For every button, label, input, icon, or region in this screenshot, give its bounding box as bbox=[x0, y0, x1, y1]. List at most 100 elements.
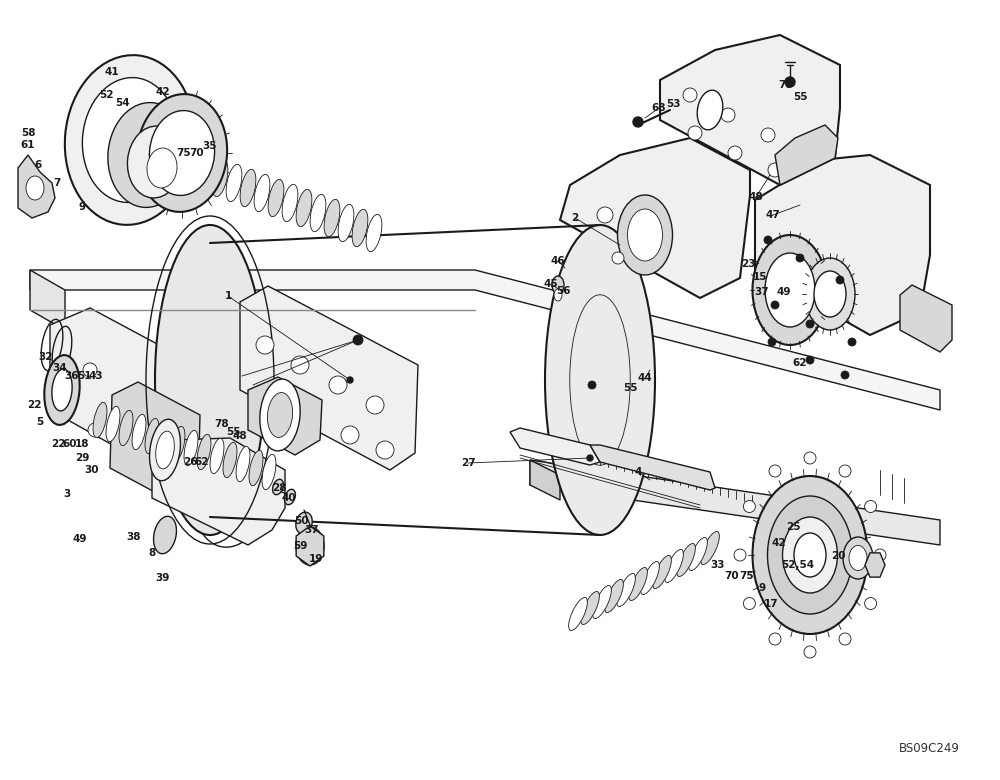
Text: 60: 60 bbox=[63, 439, 77, 449]
Text: 33: 33 bbox=[711, 560, 725, 570]
Circle shape bbox=[865, 597, 877, 609]
Text: 19: 19 bbox=[309, 554, 323, 564]
Ellipse shape bbox=[697, 90, 723, 129]
Circle shape bbox=[841, 371, 849, 379]
Text: 62: 62 bbox=[793, 358, 807, 368]
Ellipse shape bbox=[593, 586, 611, 619]
Ellipse shape bbox=[52, 369, 72, 411]
Circle shape bbox=[347, 377, 353, 383]
Circle shape bbox=[728, 146, 742, 160]
Ellipse shape bbox=[119, 410, 133, 445]
Ellipse shape bbox=[629, 568, 647, 601]
Text: 37: 37 bbox=[755, 287, 769, 297]
Ellipse shape bbox=[268, 179, 284, 217]
Polygon shape bbox=[530, 460, 560, 500]
Text: 1: 1 bbox=[224, 291, 232, 301]
Ellipse shape bbox=[310, 194, 326, 232]
Polygon shape bbox=[296, 526, 324, 566]
Text: 8: 8 bbox=[148, 548, 156, 558]
Text: 39: 39 bbox=[155, 573, 169, 583]
Ellipse shape bbox=[843, 537, 873, 579]
Text: 49: 49 bbox=[777, 287, 791, 297]
Circle shape bbox=[771, 301, 779, 309]
Text: 55: 55 bbox=[226, 427, 240, 437]
Polygon shape bbox=[560, 138, 750, 298]
Ellipse shape bbox=[65, 55, 195, 225]
Ellipse shape bbox=[581, 591, 599, 625]
Polygon shape bbox=[30, 270, 940, 410]
Circle shape bbox=[839, 465, 851, 477]
Ellipse shape bbox=[155, 225, 265, 535]
Circle shape bbox=[804, 452, 816, 464]
Circle shape bbox=[168, 413, 182, 427]
Text: 70: 70 bbox=[190, 148, 204, 158]
Circle shape bbox=[743, 501, 755, 512]
Text: 53: 53 bbox=[666, 99, 680, 109]
Text: 6: 6 bbox=[34, 160, 42, 170]
Ellipse shape bbox=[545, 225, 655, 535]
Polygon shape bbox=[530, 460, 940, 545]
Circle shape bbox=[83, 363, 97, 377]
Ellipse shape bbox=[106, 406, 120, 441]
Text: 5: 5 bbox=[36, 417, 44, 427]
Polygon shape bbox=[900, 285, 952, 352]
Text: 23: 23 bbox=[741, 259, 755, 269]
Ellipse shape bbox=[768, 496, 852, 614]
Circle shape bbox=[874, 549, 886, 561]
Ellipse shape bbox=[641, 562, 659, 594]
Text: 38: 38 bbox=[127, 532, 141, 542]
Text: 70: 70 bbox=[725, 571, 739, 581]
Ellipse shape bbox=[108, 103, 188, 207]
Ellipse shape bbox=[156, 431, 174, 469]
Circle shape bbox=[256, 336, 274, 354]
Text: 62: 62 bbox=[195, 457, 209, 467]
Text: 27: 27 bbox=[461, 458, 475, 468]
Circle shape bbox=[761, 128, 775, 142]
Text: 9: 9 bbox=[758, 583, 766, 593]
Text: 46: 46 bbox=[551, 256, 565, 266]
Text: 44: 44 bbox=[638, 373, 652, 383]
Text: 51: 51 bbox=[77, 371, 91, 381]
Ellipse shape bbox=[171, 427, 185, 462]
Text: 52: 52 bbox=[99, 90, 113, 100]
Ellipse shape bbox=[628, 209, 662, 261]
Ellipse shape bbox=[753, 235, 828, 345]
Polygon shape bbox=[755, 155, 930, 335]
Ellipse shape bbox=[794, 533, 826, 577]
Ellipse shape bbox=[212, 159, 228, 197]
Text: 58: 58 bbox=[21, 128, 35, 138]
Circle shape bbox=[734, 549, 746, 561]
Ellipse shape bbox=[197, 434, 211, 470]
Ellipse shape bbox=[765, 253, 815, 327]
Ellipse shape bbox=[805, 258, 855, 330]
Polygon shape bbox=[865, 553, 885, 577]
Circle shape bbox=[764, 236, 772, 244]
Ellipse shape bbox=[147, 148, 177, 188]
Ellipse shape bbox=[226, 165, 242, 202]
Text: 3: 3 bbox=[63, 489, 71, 499]
Text: 4: 4 bbox=[634, 467, 642, 477]
Circle shape bbox=[133, 391, 147, 405]
Ellipse shape bbox=[236, 446, 250, 482]
Polygon shape bbox=[110, 382, 200, 503]
Polygon shape bbox=[248, 377, 322, 455]
Polygon shape bbox=[152, 438, 285, 545]
Text: 20: 20 bbox=[831, 551, 845, 561]
Ellipse shape bbox=[44, 355, 80, 425]
Ellipse shape bbox=[145, 418, 159, 454]
Circle shape bbox=[366, 396, 384, 414]
Circle shape bbox=[612, 252, 624, 264]
Ellipse shape bbox=[782, 517, 838, 593]
Ellipse shape bbox=[296, 512, 312, 534]
Polygon shape bbox=[510, 428, 600, 465]
Text: 17: 17 bbox=[764, 599, 778, 609]
Ellipse shape bbox=[753, 476, 868, 634]
Ellipse shape bbox=[158, 422, 172, 458]
Circle shape bbox=[263, 386, 281, 404]
Ellipse shape bbox=[324, 200, 340, 236]
Text: 36: 36 bbox=[65, 371, 79, 381]
Ellipse shape bbox=[285, 489, 295, 505]
Text: 22: 22 bbox=[27, 400, 41, 410]
Text: 42: 42 bbox=[772, 538, 786, 548]
Circle shape bbox=[88, 423, 102, 437]
